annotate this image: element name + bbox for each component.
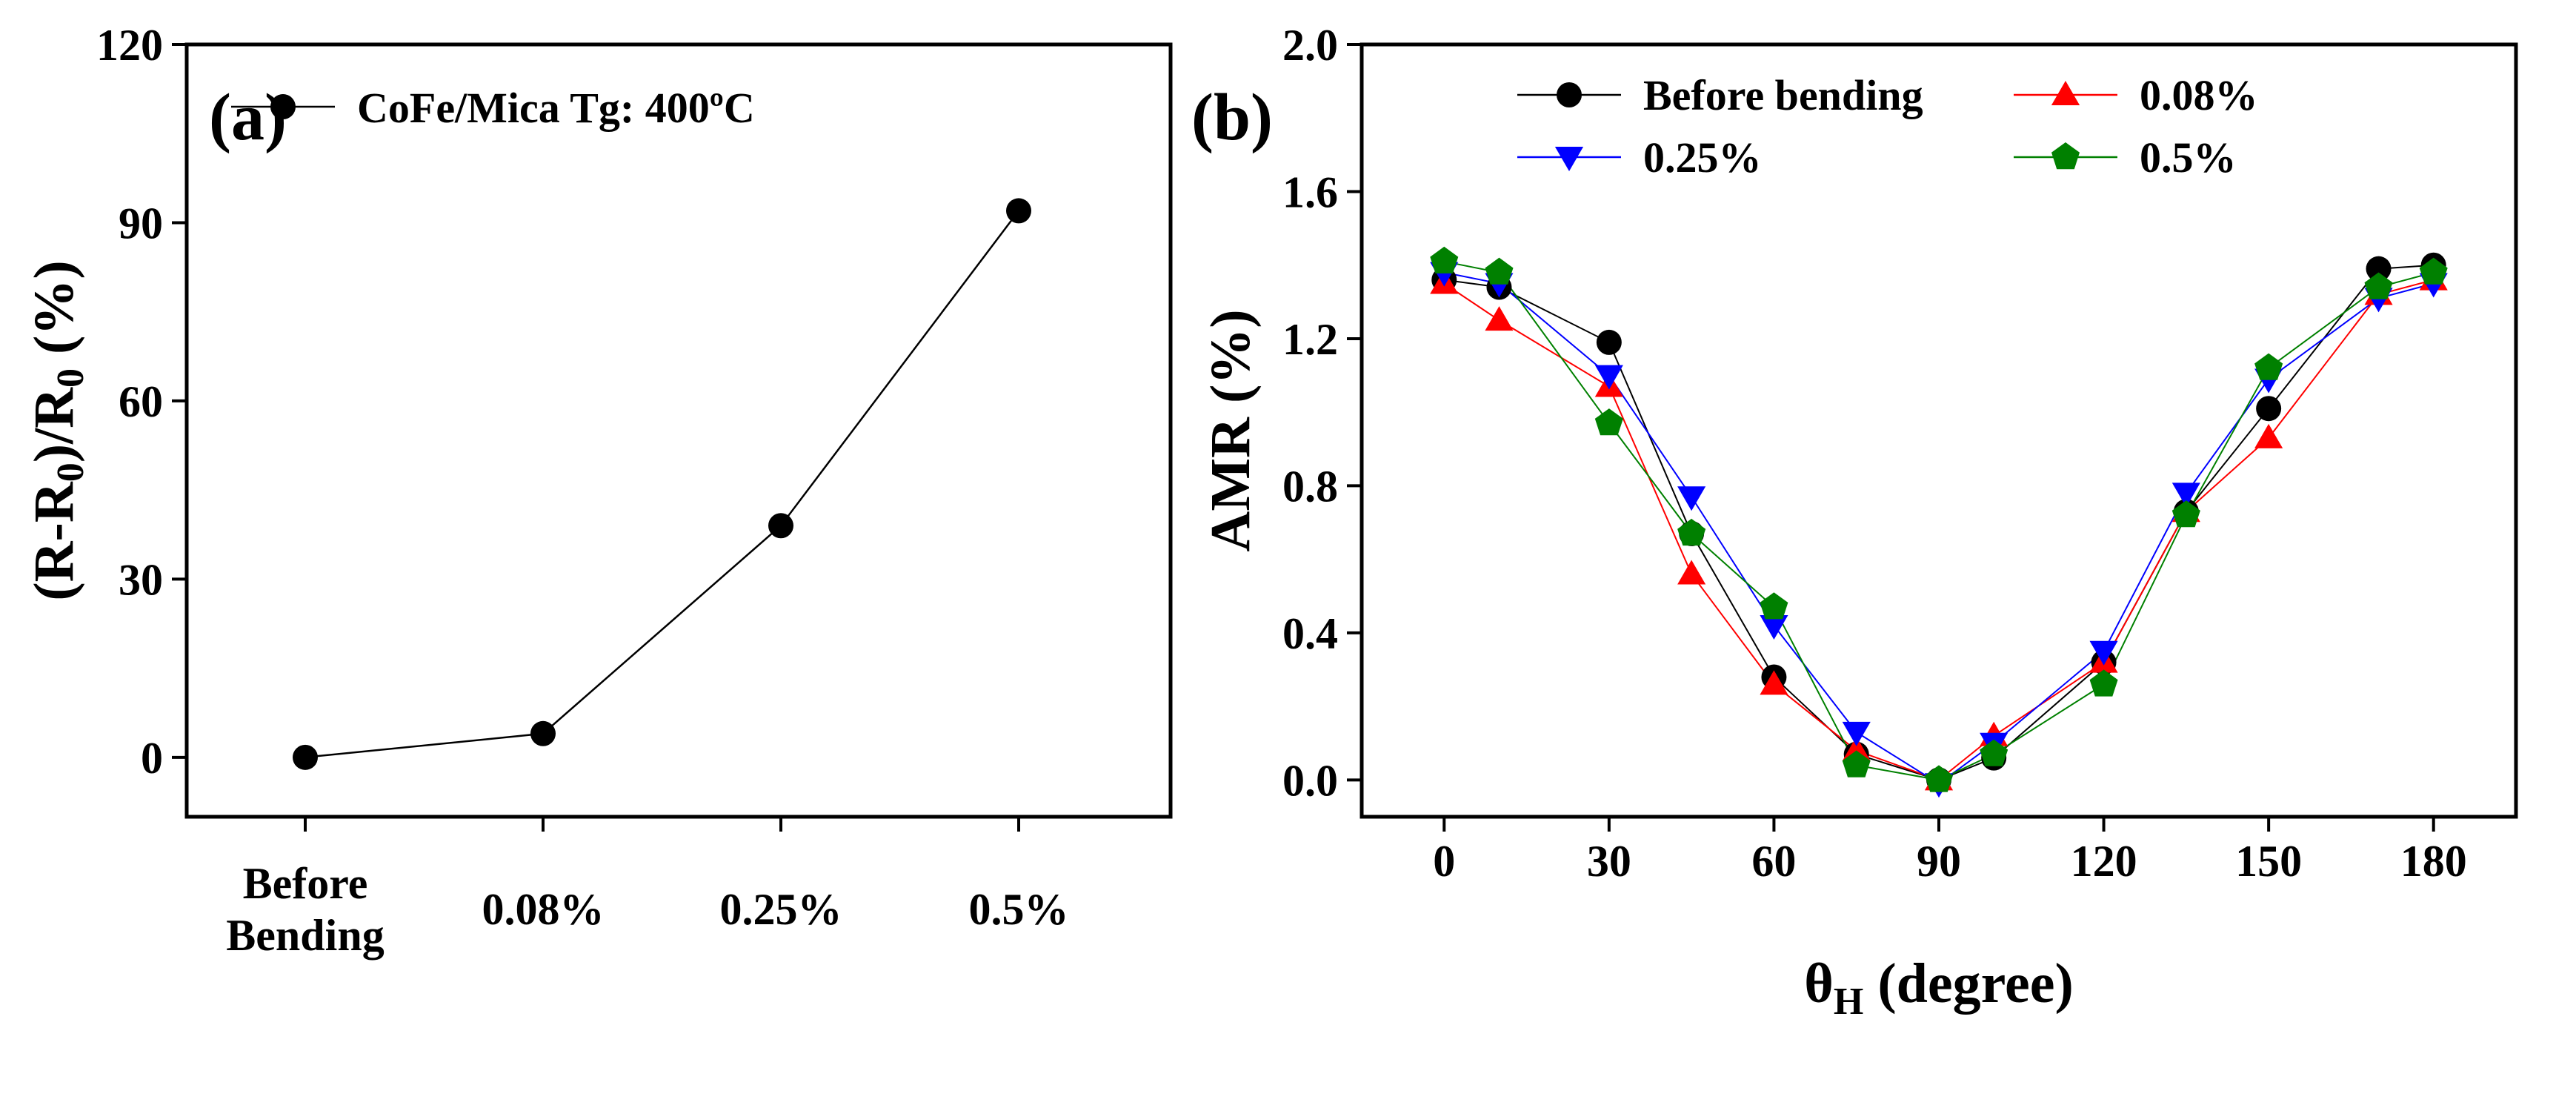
panel-a-ylabel-part-2: 0: [50, 462, 92, 482]
series-line-0.08: [1443, 279, 2434, 781]
series-line-before-bending: [1444, 264, 2434, 781]
point-0.08-60: [1760, 670, 1788, 695]
point-0.5-45: [1677, 518, 1706, 546]
point-0.5-180: [2419, 257, 2448, 285]
panel-a-legend-label: CoFe/Mica Tg: 400ºC: [357, 84, 755, 132]
panel-a-plot-frame: [184, 42, 1173, 819]
series-line-0.25: [1444, 271, 2434, 785]
point-0.08-150: [2254, 423, 2283, 448]
panel-a-point-0.5: [1006, 198, 1031, 224]
point-0.25-135: [2171, 482, 2200, 508]
point-0.5-100: [1980, 739, 2008, 766]
panel-a-xtick-label-line: 0.25%: [720, 885, 842, 934]
point-0.5-75: [1842, 750, 1871, 777]
panel-a-point-before-bending: [293, 744, 318, 770]
panel-a-ytick-label: 90: [119, 199, 163, 248]
panel-b-ytick-label: 0.0: [1282, 756, 1338, 805]
point-before-bending-170: [2366, 256, 2392, 282]
legend-marker-0.25: [1554, 147, 1584, 171]
panel-b-ytick-label: 0.8: [1282, 462, 1338, 511]
panel-b-ytick-label: 0.4: [1282, 609, 1338, 658]
legend-marker-before-bending: [1557, 82, 1582, 107]
panel-b-xtick-label: 150: [2235, 837, 2302, 886]
panel-a-xtick-label: Before Bending: [226, 859, 384, 960]
point-0.5-135: [2171, 500, 2200, 528]
series-line-0.5: [1444, 260, 2434, 781]
panel-a-xtick-label: 0.25%: [720, 885, 842, 934]
panel-a-ylabel-part-4: 0: [50, 368, 92, 388]
legend-label-before-bending: Before bending: [1643, 71, 1923, 119]
point-0.5-150: [2254, 353, 2283, 380]
point-0.08-45: [1677, 560, 1706, 585]
point-0.5-0: [1430, 246, 1459, 273]
legend-label-0.25: 0.25%: [1643, 133, 1762, 182]
point-0.25-60: [1760, 615, 1788, 640]
point-before-bending-30: [1596, 329, 1622, 355]
panel-b-ytick-label: 1.6: [1282, 168, 1338, 216]
panel-a-legend: CoFe/Mica Tg: 400ºC: [231, 84, 755, 132]
panel-a-ytick-label: 0: [141, 734, 163, 783]
point-0.08-10: [1485, 306, 1514, 331]
legend-marker-0.5: [2051, 142, 2080, 170]
panel-a-ticks: 0 30 60 90 120 Before Bending 0.08% 0.25% 0.5%: [96, 21, 1069, 960]
panel-b-xlabel: θH (degree): [1804, 952, 2074, 1023]
panel-b-ylabel: AMR (%): [1199, 309, 1262, 551]
panel-a-ylabel: (R-R0)/R0 (%): [23, 260, 92, 600]
panel-b-xtick-label: 60: [1751, 837, 1796, 886]
panel-a-point-0.08: [530, 720, 556, 746]
legend-label-0.08: 0.08%: [2140, 71, 2258, 119]
panel-b-xtick-label: 0: [1433, 837, 1455, 886]
point-0.5-30: [1594, 408, 1623, 436]
point-0.25-75: [1842, 721, 1871, 746]
panel-a-label: (a): [209, 81, 287, 154]
legend-marker-0.08: [2051, 81, 2080, 105]
point-0.5-120: [2089, 669, 2118, 697]
panel-a-series-line: [304, 210, 1019, 759]
panel-a-ylabel-part-1: (R-R: [23, 481, 85, 601]
point-0.25-45: [1677, 486, 1706, 511]
panel-a-xtick-label-line: Before: [243, 859, 368, 908]
panel-b-ytick-label: 2.0: [1282, 21, 1338, 70]
panel-b-xlabel-part-2: H: [1834, 981, 1863, 1023]
panel-b-xtick-label: 30: [1587, 837, 1631, 886]
panel-b-ytick-label: 1.2: [1282, 315, 1338, 364]
point-0.5-90: [1925, 765, 1953, 792]
panel-b-xlabel-part-1: θ: [1804, 952, 1834, 1015]
point-before-bending-150: [2256, 396, 2282, 422]
panel-a-xtick-label: 0.5%: [969, 885, 1069, 934]
panel-a-ytick-label: 120: [96, 21, 163, 70]
panel-b-series: [1430, 246, 2448, 798]
panel-b-legend: Before bending 0.08% 0.25% 0.5%: [1517, 71, 2258, 182]
panel-a-ytick-label: 60: [119, 377, 163, 426]
point-0.25-120: [2089, 640, 2118, 666]
panel-a-ylabel-part-3: )/R: [23, 387, 85, 462]
panel-b-ticks: 0.0 0.4 0.8 1.2 1.6 2.0 0 30 60 90 120 150 180: [1282, 21, 2467, 886]
panel-a-series: [293, 198, 1031, 770]
panel-b-xtick-label: 180: [2400, 837, 2467, 886]
panel-a-ylabel-part-5: (%): [23, 260, 85, 368]
point-0.5-60: [1760, 592, 1788, 620]
point-0.5-170: [2364, 272, 2393, 299]
panel-a-point-0.25: [768, 513, 793, 539]
panel-a-xtick-label-line: 0.08%: [482, 885, 605, 934]
panel-a-xtick-label: 0.08%: [482, 885, 605, 934]
point-0.25-30: [1594, 365, 1623, 390]
panel-b-xtick-label: 120: [2071, 837, 2137, 886]
panel-b-xlabel-part-3: (degree): [1863, 952, 2073, 1015]
panel-b: (b) AMR (%) θH (degree) 0.0 0.4 0.8 1.2 1.6 2…: [1191, 21, 2518, 1023]
panel-a-xtick-label-line: 0.5%: [969, 885, 1069, 934]
panel-b-label: (b): [1191, 81, 1273, 154]
panel-a-legend-marker: [270, 94, 296, 119]
panel-a-xtick-label-line: Bending: [226, 911, 384, 960]
legend-label-0.5: 0.5%: [2140, 133, 2237, 182]
panel-a-ytick-label: 30: [119, 555, 163, 604]
panel-b-plot-frame: [1359, 42, 2518, 819]
point-0.5-10: [1485, 257, 1514, 285]
panel-b-xtick-label: 90: [1917, 837, 1961, 886]
point-0.08-75: [1842, 736, 1871, 761]
